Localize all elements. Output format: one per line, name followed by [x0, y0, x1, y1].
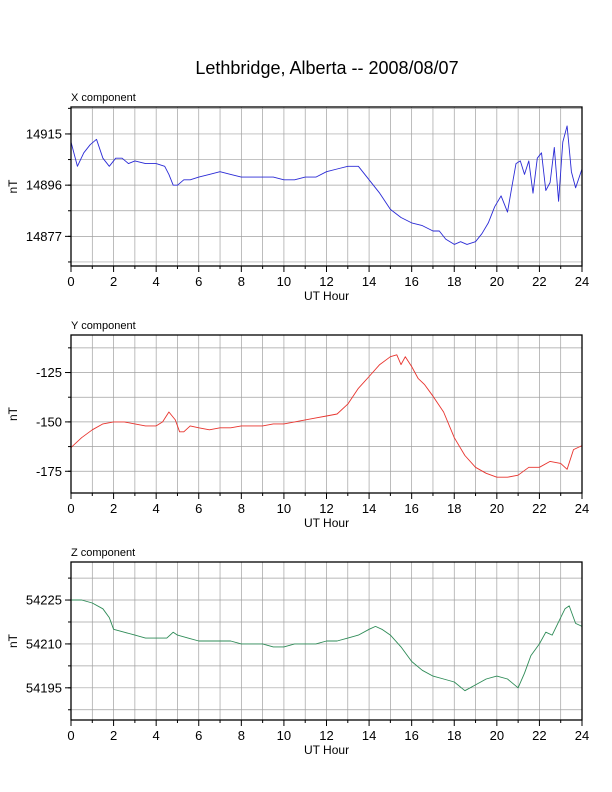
- x-tick-label: 20: [490, 274, 504, 289]
- y-tick-label: 54210: [26, 636, 62, 651]
- x-tick-label: 6: [195, 501, 202, 516]
- x-tick-label: 12: [319, 274, 333, 289]
- x-tick-label: 12: [319, 501, 333, 516]
- x-tick-label: 10: [277, 274, 291, 289]
- x-tick-label: 16: [404, 501, 418, 516]
- x-tick-label: 8: [238, 501, 245, 516]
- x-tick-label: 0: [67, 728, 74, 743]
- x-axis-label: UT Hour: [304, 743, 349, 757]
- panel-title: Z component: [71, 547, 135, 559]
- series-line: [70, 125, 583, 245]
- x-tick-label: 18: [447, 728, 461, 743]
- x-tick-label: 14: [362, 274, 376, 289]
- x-tick-label: 22: [532, 274, 546, 289]
- x-tick-label: 14: [362, 501, 376, 516]
- x-tick-label: 8: [238, 274, 245, 289]
- x-tick-label: 22: [532, 501, 546, 516]
- x-tick-label: 16: [404, 728, 418, 743]
- x-tick-label: 10: [277, 501, 291, 516]
- x-tick-label: 24: [575, 274, 589, 289]
- y-tick-label: 54195: [26, 680, 62, 695]
- x-tick-label: 24: [575, 728, 589, 743]
- x-axis-label: UT Hour: [304, 516, 349, 530]
- y-tick-label: -175: [36, 464, 62, 479]
- x-tick-label: 24: [575, 501, 589, 516]
- x-tick-label: 20: [490, 501, 504, 516]
- x-tick-label: 2: [110, 501, 117, 516]
- x-tick-label: 16: [404, 274, 418, 289]
- panel-title: X component: [71, 92, 136, 104]
- x-tick-label: 0: [67, 274, 74, 289]
- y-axis-label: nT: [6, 633, 20, 648]
- x-tick-label: 6: [195, 728, 202, 743]
- y-tick-label: -125: [36, 365, 62, 380]
- x-tick-label: 0: [67, 501, 74, 516]
- x-tick-label: 18: [447, 274, 461, 289]
- x-axis-label: UT Hour: [304, 289, 349, 303]
- panel-title: Y component: [71, 320, 136, 332]
- x-tick-label: 18: [447, 501, 461, 516]
- x-tick-label: 4: [153, 501, 160, 516]
- y-tick-label: -150: [36, 414, 62, 429]
- x-tick-label: 12: [319, 728, 333, 743]
- x-tick-label: 22: [532, 728, 546, 743]
- page-title: Lethbridge, Alberta -- 2008/08/07: [195, 58, 459, 78]
- y-axis-label: nT: [6, 406, 20, 421]
- x-tick-label: 8: [238, 728, 245, 743]
- x-tick-label: 20: [490, 728, 504, 743]
- y-tick-label: 54225: [26, 593, 62, 608]
- series-line: [71, 599, 583, 692]
- series-line: [70, 354, 583, 478]
- x-tick-label: 2: [110, 274, 117, 289]
- y-tick-label: 14915: [26, 126, 62, 141]
- x-tick-label: 4: [153, 274, 160, 289]
- x-tick-label: 2: [110, 728, 117, 743]
- y-axis-label: nT: [6, 179, 20, 194]
- y-tick-label: 14877: [26, 229, 62, 244]
- x-tick-label: 10: [277, 728, 291, 743]
- y-tick-label: 14896: [26, 178, 62, 193]
- x-tick-label: 4: [153, 728, 160, 743]
- x-tick-label: 6: [195, 274, 202, 289]
- x-tick-label: 14: [362, 728, 376, 743]
